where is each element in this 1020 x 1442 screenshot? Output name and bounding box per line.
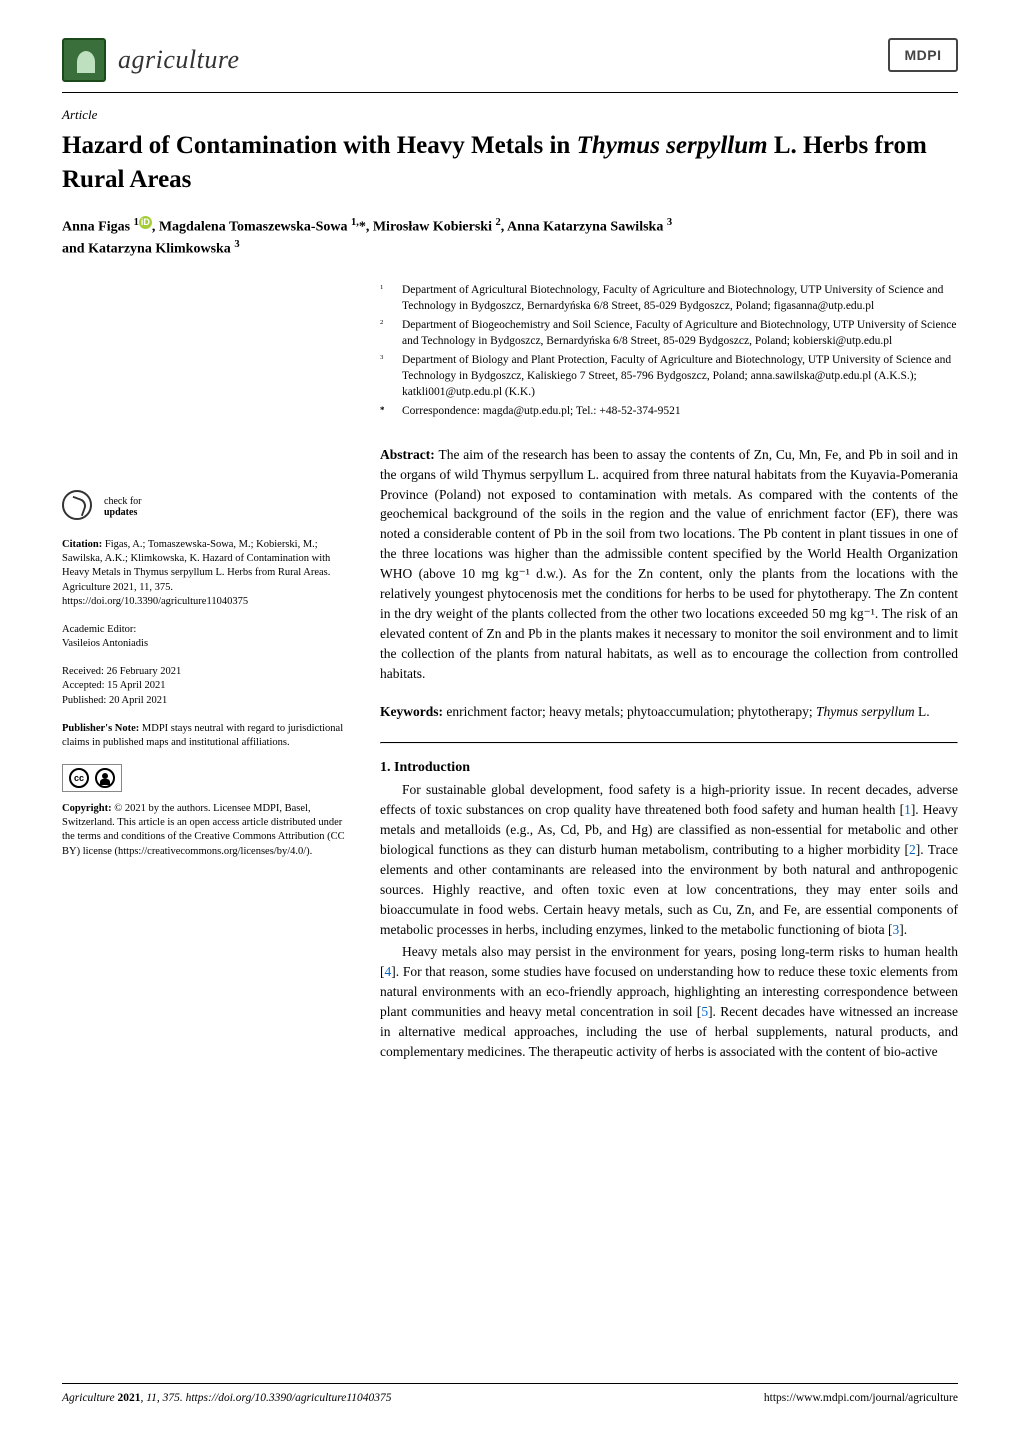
received-date: Received: 26 February 2021: [62, 665, 352, 679]
author-2-pre: , Magdalena Tomaszewska-Sowa: [152, 219, 351, 234]
author-4-sup: 3: [667, 217, 672, 228]
author-1: Anna Figas: [62, 219, 134, 234]
author-5-sup: 3: [234, 239, 239, 250]
footer-citation: , 11, 375. https://doi.org/10.3390/agric…: [140, 1392, 391, 1404]
correspondence-text: Correspondence: magda@utp.edu.pl; Tel.: …: [402, 403, 958, 419]
footer-year: 2021: [117, 1392, 140, 1404]
sidebar-metadata: check for updates Citation: Figas, A.; T…: [62, 490, 352, 873]
keywords-text-post: L.: [915, 704, 930, 719]
affiliations-block: 1 Department of Agricultural Biotechnolo…: [0, 260, 1020, 420]
accepted-date: Accepted: 15 April 2021: [62, 679, 352, 693]
check-line1: check for: [104, 496, 141, 507]
footer-row: Agriculture 2021, 11, 375. https://doi.o…: [62, 1392, 958, 1404]
footer-left: Agriculture 2021, 11, 375. https://doi.o…: [62, 1392, 392, 1404]
authors-block: Anna Figas 1iD, Magdalena Tomaszewska-So…: [0, 197, 1020, 260]
check-updates-badge[interactable]: check for updates: [62, 490, 352, 524]
paragraph-1: For sustainable global development, food…: [380, 780, 958, 940]
affiliation-text: Department of Biogeochemistry and Soil S…: [402, 317, 958, 349]
cc-logo-icon: cc: [69, 768, 89, 788]
aff-sup: 2: [380, 319, 383, 326]
affiliation-item: 1 Department of Agricultural Biotechnolo…: [380, 282, 958, 314]
affiliation-text: Department of Biology and Plant Protecti…: [402, 352, 958, 400]
affiliation-num: 2: [380, 317, 402, 349]
abstract-label: Abstract:: [380, 447, 439, 462]
keywords-label: Keywords:: [380, 704, 446, 719]
check-updates-icon: [62, 490, 96, 524]
publishers-note-block: Publisher's Note: MDPI stays neutral wit…: [62, 722, 352, 750]
paragraph-2: Heavy metals also may persist in the env…: [380, 942, 958, 1062]
cc-box: cc: [62, 764, 122, 792]
page-footer: Agriculture 2021, 11, 375. https://doi.o…: [62, 1383, 958, 1404]
title-text-1: Hazard of Contamination with Heavy Metal…: [62, 132, 577, 159]
cc-license-badge[interactable]: cc: [62, 764, 352, 792]
published-date: Published: 20 April 2021: [62, 694, 352, 708]
title-species-italic: Thymus serpyllum: [577, 132, 768, 159]
article-title: Hazard of Contamination with Heavy Metal…: [0, 123, 1020, 197]
check-line2: updates: [104, 507, 137, 518]
footer-rule: [62, 1383, 958, 1384]
citation-label: Citation:: [62, 539, 105, 550]
abstract-text: The aim of the research has been to assa…: [380, 447, 958, 682]
cc-by-icon: [95, 768, 115, 788]
aff-sup: 1: [380, 284, 383, 291]
note-label: Publisher's Note:: [62, 723, 142, 734]
author-2-star: *: [359, 219, 366, 234]
footer-journal: Agriculture: [62, 1392, 117, 1404]
keywords-italic: Thymus serpyllum: [816, 704, 915, 719]
author-2-sup: 1,: [351, 217, 359, 228]
publisher-logo-text: MDPI: [905, 47, 942, 63]
dates-block: Received: 26 February 2021 Accepted: 15 …: [62, 665, 352, 708]
affiliation-num: 3: [380, 352, 402, 400]
journal-name: agriculture: [118, 45, 240, 75]
author-4-pre: , Anna Katarzyna Sawilska: [501, 219, 667, 234]
copyright-block: Copyright: © 2021 by the authors. Licens…: [62, 802, 352, 859]
citation-block: Citation: Figas, A.; Tomaszewska-Sowa, M…: [62, 538, 352, 609]
author-5-pre: and Katarzyna Klimkowska: [62, 242, 234, 257]
affiliation-text: Department of Agricultural Biotechnology…: [402, 282, 958, 314]
keywords-text-pre: enrichment factor; heavy metals; phytoac…: [446, 704, 816, 719]
affiliation-item: * Correspondence: magda@utp.edu.pl; Tel.…: [380, 403, 958, 419]
copyright-label: Copyright:: [62, 803, 114, 814]
author-3-pre: , Mirosław Kobierski: [366, 219, 496, 234]
journal-badge: agriculture: [62, 38, 240, 82]
article-type-label: Article: [0, 93, 1020, 123]
check-updates-text: check for updates: [104, 496, 141, 519]
editor-block: Academic Editor: Vasileios Antoniadis: [62, 623, 352, 651]
editor-name: Vasileios Antoniadis: [62, 637, 352, 651]
footer-right[interactable]: https://www.mdpi.com/journal/agriculture: [764, 1392, 958, 1404]
orcid-icon[interactable]: iD: [139, 216, 152, 229]
correspondence-marker: *: [380, 403, 402, 419]
page-header: agriculture MDPI: [0, 0, 1020, 88]
publisher-logo: MDPI: [888, 38, 958, 72]
affiliation-item: 2 Department of Biogeochemistry and Soil…: [380, 317, 958, 349]
aff-sup: 3: [380, 354, 383, 361]
editor-label: Academic Editor:: [62, 623, 352, 637]
aff-star: *: [380, 405, 385, 415]
affiliation-item: 3 Department of Biology and Plant Protec…: [380, 352, 958, 400]
journal-logo-icon: [62, 38, 106, 82]
affiliation-num: 1: [380, 282, 402, 314]
